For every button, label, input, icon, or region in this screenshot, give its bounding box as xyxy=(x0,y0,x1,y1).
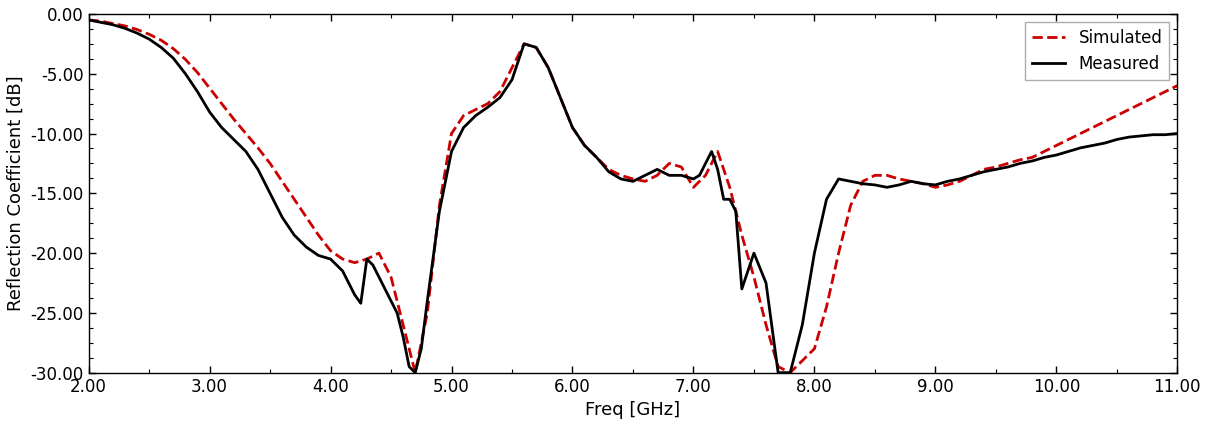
Simulated xyxy=(1012,157,1027,162)
Measured xyxy=(614,176,628,181)
Measured xyxy=(1073,145,1087,150)
Line: Measured: Measured xyxy=(88,20,1178,373)
X-axis label: Freq [GHz]: Freq [GHz] xyxy=(586,401,680,419)
Measured xyxy=(408,370,423,375)
Simulated xyxy=(215,101,230,106)
Simulated xyxy=(336,256,350,262)
Simulated xyxy=(360,256,374,262)
Line: Simulated: Simulated xyxy=(88,20,1178,373)
Simulated xyxy=(408,370,423,375)
Simulated xyxy=(81,17,95,23)
Measured xyxy=(360,256,374,262)
Measured xyxy=(384,298,399,303)
Simulated xyxy=(1146,95,1161,100)
Simulated xyxy=(1171,83,1185,88)
Measured xyxy=(1134,133,1149,138)
Measured xyxy=(81,17,95,23)
Simulated xyxy=(1158,89,1173,94)
Legend: Simulated, Measured: Simulated, Measured xyxy=(1026,22,1169,80)
Measured xyxy=(1171,131,1185,136)
Measured xyxy=(117,26,132,31)
Y-axis label: Reflection Coefficient [dB]: Reflection Coefficient [dB] xyxy=(7,75,25,311)
